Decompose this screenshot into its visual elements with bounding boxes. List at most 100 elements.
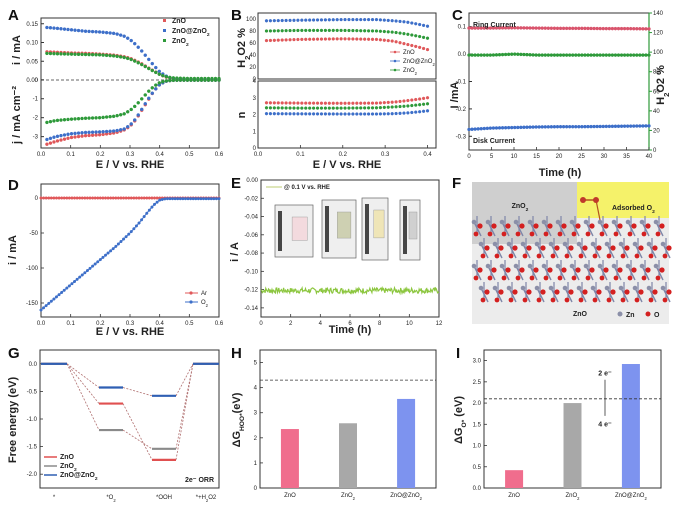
- n-point: [311, 101, 316, 105]
- zn-atom: [611, 263, 617, 269]
- x-tick-label: 0.2: [96, 152, 105, 158]
- n-point: [386, 112, 390, 116]
- o-atom: [631, 223, 637, 229]
- point-o2: [150, 205, 154, 209]
- n-point: [421, 102, 426, 106]
- y-tick-label: 2: [254, 436, 258, 442]
- h2o2-point: [394, 40, 398, 44]
- point-o2: [147, 208, 151, 212]
- n-point: [300, 106, 304, 110]
- point-h2o2-: [513, 52, 517, 56]
- h2o2-point: [386, 30, 390, 34]
- point-disk-current: [516, 125, 520, 130]
- n-point: [319, 112, 324, 116]
- h2o2-point: [319, 37, 324, 41]
- o-atom: [543, 275, 549, 281]
- h2o2-point: [382, 29, 386, 34]
- legend-label: ZnO@ZnO2: [403, 59, 435, 67]
- point-o2: [39, 308, 43, 312]
- disk-point-zno-at-zno2: [147, 96, 151, 101]
- n-point: [315, 101, 320, 105]
- disk-point-zno-at-zno2: [55, 134, 60, 139]
- point-disk-current: [552, 125, 557, 129]
- zn-atom: [485, 219, 491, 225]
- y-tick-label: 0: [254, 486, 258, 492]
- x-tick-label: 0.6: [215, 152, 224, 158]
- legend-label: ZnO2: [403, 68, 418, 76]
- o-atom: [564, 297, 570, 303]
- disk-point-zno2: [157, 81, 162, 85]
- o-atom: [543, 231, 549, 237]
- point-h2o2-: [494, 53, 499, 57]
- h2o2-point: [398, 19, 402, 24]
- h2o2-point: [418, 34, 422, 39]
- o-atom: [592, 253, 598, 259]
- n-point: [425, 109, 430, 113]
- o-atom: [582, 245, 588, 251]
- zn-atom: [660, 285, 666, 291]
- point-h2o2-: [552, 53, 557, 57]
- cell-edge: [325, 206, 329, 252]
- h2o2-point: [351, 17, 355, 22]
- x-tick-label: 20: [556, 154, 563, 160]
- h2o2-point: [319, 28, 324, 33]
- n-point: [359, 112, 363, 116]
- n-point: [386, 100, 390, 105]
- point-ring-current: [522, 26, 526, 30]
- electrolyzer-illustration: [274, 197, 421, 261]
- point-ar: [96, 196, 100, 200]
- point-ring-current: [619, 26, 624, 31]
- h2o2-point: [398, 41, 402, 45]
- point-disk-current: [616, 124, 621, 129]
- x-tick-label: 8: [378, 321, 382, 327]
- o-atom: [575, 223, 581, 229]
- n-point: [311, 106, 316, 110]
- point-ar: [49, 196, 53, 200]
- n-point: [280, 101, 284, 105]
- n-point: [296, 112, 300, 116]
- zn-atom: [520, 241, 526, 247]
- h2o2-point: [296, 28, 300, 33]
- y-tick-label: 1: [254, 461, 258, 467]
- h2o2-point: [398, 31, 402, 35]
- point-ring-current: [586, 26, 590, 31]
- point-h2o2-: [601, 53, 605, 57]
- disk-point-zno2: [59, 118, 63, 122]
- h2o2-point: [414, 22, 418, 26]
- point-disk-current: [589, 124, 593, 129]
- point-h2o2-: [476, 53, 480, 57]
- point-ar: [47, 196, 51, 200]
- disk-point-zno: [45, 142, 49, 146]
- disk-point-zno2: [55, 118, 60, 123]
- ring-point-zno2: [136, 61, 140, 65]
- disk-point-zno2: [139, 97, 144, 101]
- n-point: [347, 106, 351, 110]
- y-tick-label-bottom: 4: [253, 79, 257, 85]
- h2o2-point: [288, 18, 292, 23]
- o-atom: [522, 253, 528, 259]
- o-atom: [634, 297, 640, 303]
- point-ring-current: [577, 26, 581, 31]
- h2o2-point: [425, 24, 430, 28]
- zn-atom: [632, 285, 638, 291]
- point-h2o2-: [549, 53, 554, 57]
- o-atom: [589, 267, 595, 273]
- y-axis-label-bottom: n: [236, 111, 248, 118]
- zn-atom: [513, 219, 519, 225]
- disk-point-zno-at-zno2: [59, 133, 63, 138]
- point-o2: [189, 197, 193, 201]
- point-ring-current: [549, 26, 554, 31]
- n-point: [394, 111, 398, 116]
- membrane: [408, 211, 418, 240]
- ring-point-zno2: [76, 52, 81, 57]
- disk-point-zno-at-zno2: [104, 129, 109, 134]
- disk-point-zno-at-zno2: [139, 107, 144, 112]
- n-point: [327, 101, 331, 105]
- n-point: [308, 112, 312, 116]
- h2o2-point: [288, 38, 292, 42]
- y-axis-label-top: i / mA: [11, 35, 23, 65]
- point-ring-current: [604, 26, 609, 31]
- n-point: [288, 112, 292, 116]
- point-disk-current: [598, 124, 602, 129]
- point-disk-current: [491, 126, 496, 130]
